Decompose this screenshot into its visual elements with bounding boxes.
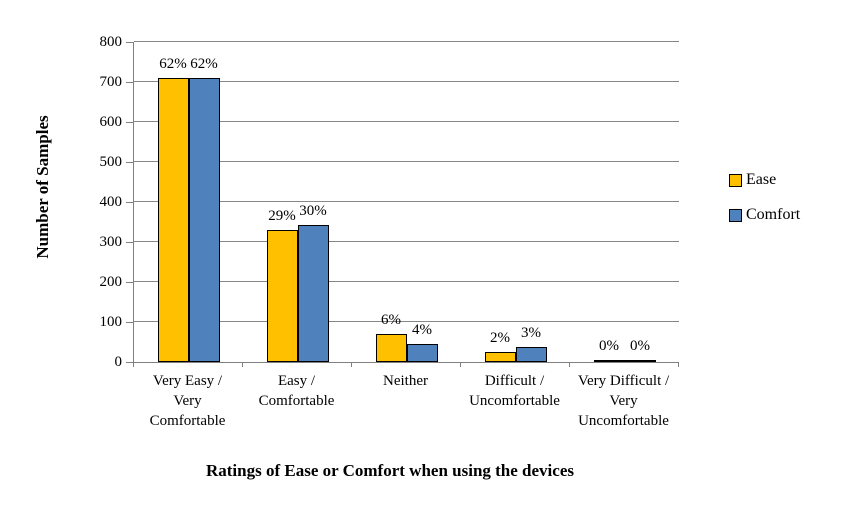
plot-area: 62% 62% 29% 30% 6% 4% 2% 3% 0% 0% bbox=[133, 41, 679, 363]
y-tick-label: 700 bbox=[99, 74, 123, 90]
legend: Ease Comfort bbox=[729, 171, 800, 224]
x-tick-mark bbox=[460, 363, 461, 367]
bar-value-label: 3% bbox=[521, 324, 541, 341]
legend-item-comfort: Comfort bbox=[729, 206, 800, 224]
x-category-label: Very Difficult / Very Uncomfortable bbox=[554, 371, 694, 431]
x-category-line: Very bbox=[609, 393, 638, 409]
bar-value-label: 30% bbox=[299, 202, 327, 219]
bar-comfort bbox=[297, 224, 329, 362]
y-tick-mark bbox=[126, 82, 133, 83]
bar-comfort bbox=[188, 78, 220, 362]
gridline bbox=[134, 41, 679, 42]
legend-item-ease: Ease bbox=[729, 171, 800, 189]
bar-value-label: 62% bbox=[159, 56, 187, 72]
legend-swatch bbox=[729, 208, 742, 222]
bar-value-label: 2% bbox=[490, 330, 510, 346]
gridline bbox=[134, 281, 679, 282]
x-category-label: Difficult / Uncomfortable bbox=[445, 371, 585, 411]
x-tick-mark bbox=[242, 363, 243, 367]
x-category-line: Difficult / bbox=[484, 373, 545, 389]
x-category-line: Easy / bbox=[277, 373, 316, 389]
y-tick-mark bbox=[126, 362, 133, 363]
x-category-line: Uncomfortable bbox=[578, 413, 669, 429]
y-tick-label: 600 bbox=[99, 114, 123, 130]
x-category-line: Neither bbox=[383, 373, 428, 389]
x-category-line: Uncomfortable bbox=[469, 393, 560, 409]
x-category-line: Comfortable bbox=[258, 393, 335, 409]
bar-value-label: 29% bbox=[268, 208, 296, 224]
bar-comfort bbox=[624, 360, 656, 362]
x-category-line: Very bbox=[173, 393, 202, 409]
bar-comfort bbox=[406, 344, 438, 362]
bar-ease bbox=[375, 334, 407, 362]
legend-label: Comfort bbox=[746, 206, 801, 223]
x-category-label: Very Easy / Very Comfortable bbox=[118, 371, 258, 431]
bar-ease bbox=[157, 78, 189, 362]
bar-ease bbox=[593, 360, 625, 362]
y-tick-mark bbox=[126, 282, 133, 283]
legend-swatch bbox=[729, 173, 742, 187]
bar-ease bbox=[484, 352, 516, 362]
x-tick-mark bbox=[678, 363, 679, 367]
x-category-label: Easy / Comfortable bbox=[227, 371, 367, 411]
y-axis-title: Number of Samples bbox=[33, 115, 52, 259]
y-tick-mark bbox=[126, 322, 133, 323]
y-tick-label: 200 bbox=[99, 274, 123, 290]
x-category-line: Very Difficult / bbox=[577, 373, 670, 389]
y-tick-label: 300 bbox=[99, 234, 123, 250]
gridline bbox=[134, 241, 679, 242]
y-tick-mark bbox=[126, 242, 133, 243]
x-category-line: Comfortable bbox=[149, 413, 226, 429]
y-tick-label: 0 bbox=[114, 354, 123, 370]
gridline bbox=[134, 321, 679, 322]
gridline bbox=[134, 201, 679, 202]
x-tick-mark bbox=[569, 363, 570, 367]
gridline bbox=[134, 161, 679, 162]
bar-ease bbox=[266, 230, 298, 362]
bar-comfort bbox=[515, 346, 547, 362]
y-tick-mark bbox=[126, 122, 133, 123]
x-axis-title: Ratings of Ease or Comfort when using th… bbox=[205, 461, 574, 480]
y-tick-label: 500 bbox=[99, 154, 123, 170]
x-category-line: Very Easy / bbox=[152, 373, 223, 389]
bar-value-label: 62% bbox=[190, 56, 218, 72]
y-tick-mark bbox=[126, 202, 133, 203]
y-tick-label: 800 bbox=[99, 34, 123, 50]
legend-label: Ease bbox=[746, 171, 777, 188]
bar-value-label: 4% bbox=[412, 322, 432, 338]
bar-value-label: 6% bbox=[381, 312, 401, 328]
bar-value-label: 0% bbox=[630, 338, 650, 354]
x-category-label: Neither bbox=[336, 371, 476, 391]
y-tick-mark bbox=[126, 42, 133, 43]
bar-value-label: 0% bbox=[599, 338, 619, 354]
y-tick-mark bbox=[126, 162, 133, 163]
gridline bbox=[134, 81, 679, 82]
y-tick-label: 100 bbox=[99, 314, 123, 330]
y-tick-label: 400 bbox=[99, 194, 123, 210]
x-tick-mark bbox=[351, 363, 352, 367]
gridline bbox=[134, 121, 679, 122]
x-tick-mark bbox=[133, 363, 134, 367]
